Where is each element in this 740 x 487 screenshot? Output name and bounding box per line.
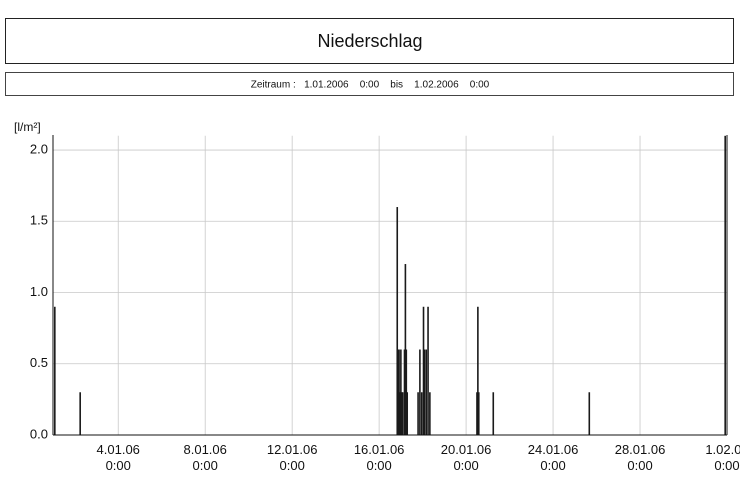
title-box (5, 18, 734, 64)
x-tick-label: 12.01.06 0:00 (267, 442, 318, 473)
y-tick-label: 1.5 (30, 213, 48, 228)
y-tick-label: 1.0 (30, 284, 48, 299)
bar (54, 306, 56, 435)
plot-area: 0.0 0.5 1.0 1.5 2.0 4.01.06 0:00 8.01.06 0:00 12.… (30, 135, 740, 473)
bar (400, 349, 402, 435)
bar (406, 392, 409, 435)
y-tick-label: 0.5 (30, 355, 48, 370)
bar (400, 392, 403, 435)
y-tick-label: 0.0 (30, 426, 48, 441)
bar (476, 392, 478, 435)
x-tick-label: 1.02.060:00 (705, 442, 740, 473)
bar (398, 349, 400, 435)
bar (399, 392, 401, 435)
bar (427, 306, 429, 435)
bar (396, 207, 399, 435)
bar (492, 392, 495, 435)
bar (397, 349, 399, 435)
y-axis-label: [l/m²] (14, 120, 41, 134)
bar (423, 349, 426, 435)
bar (403, 349, 406, 435)
x-tick-label: 8.01.06 0:00 (184, 442, 227, 473)
bar (429, 392, 431, 435)
bar (477, 392, 480, 435)
chart-title: Niederschlag (317, 31, 422, 51)
bar (417, 392, 419, 435)
bar (420, 392, 423, 435)
bar (404, 264, 407, 435)
chart-subtitle: Zeitraum : 1.01.2006 0:00 bis 1.02.2006 … (251, 80, 490, 91)
bar (419, 349, 421, 435)
bar (405, 349, 408, 435)
x-tick-label: 24.01.06 0:00 (528, 442, 579, 473)
bar (425, 349, 428, 435)
bar (422, 306, 425, 435)
x-tick-label: 28.01.06 0:00 (615, 442, 666, 473)
bar (79, 392, 81, 435)
x-tick-label: 4.01.06 0:00 (97, 442, 140, 473)
subtitle-box (5, 72, 734, 96)
y-tick-label: 2.0 (30, 141, 48, 156)
bar (401, 392, 404, 435)
x-tick-label: 20.01.06 0:00 (441, 442, 492, 473)
bar (724, 135, 726, 436)
x-tick-label: 16.01.06 0:00 (354, 442, 405, 473)
bar (477, 306, 479, 435)
bar (588, 392, 591, 435)
